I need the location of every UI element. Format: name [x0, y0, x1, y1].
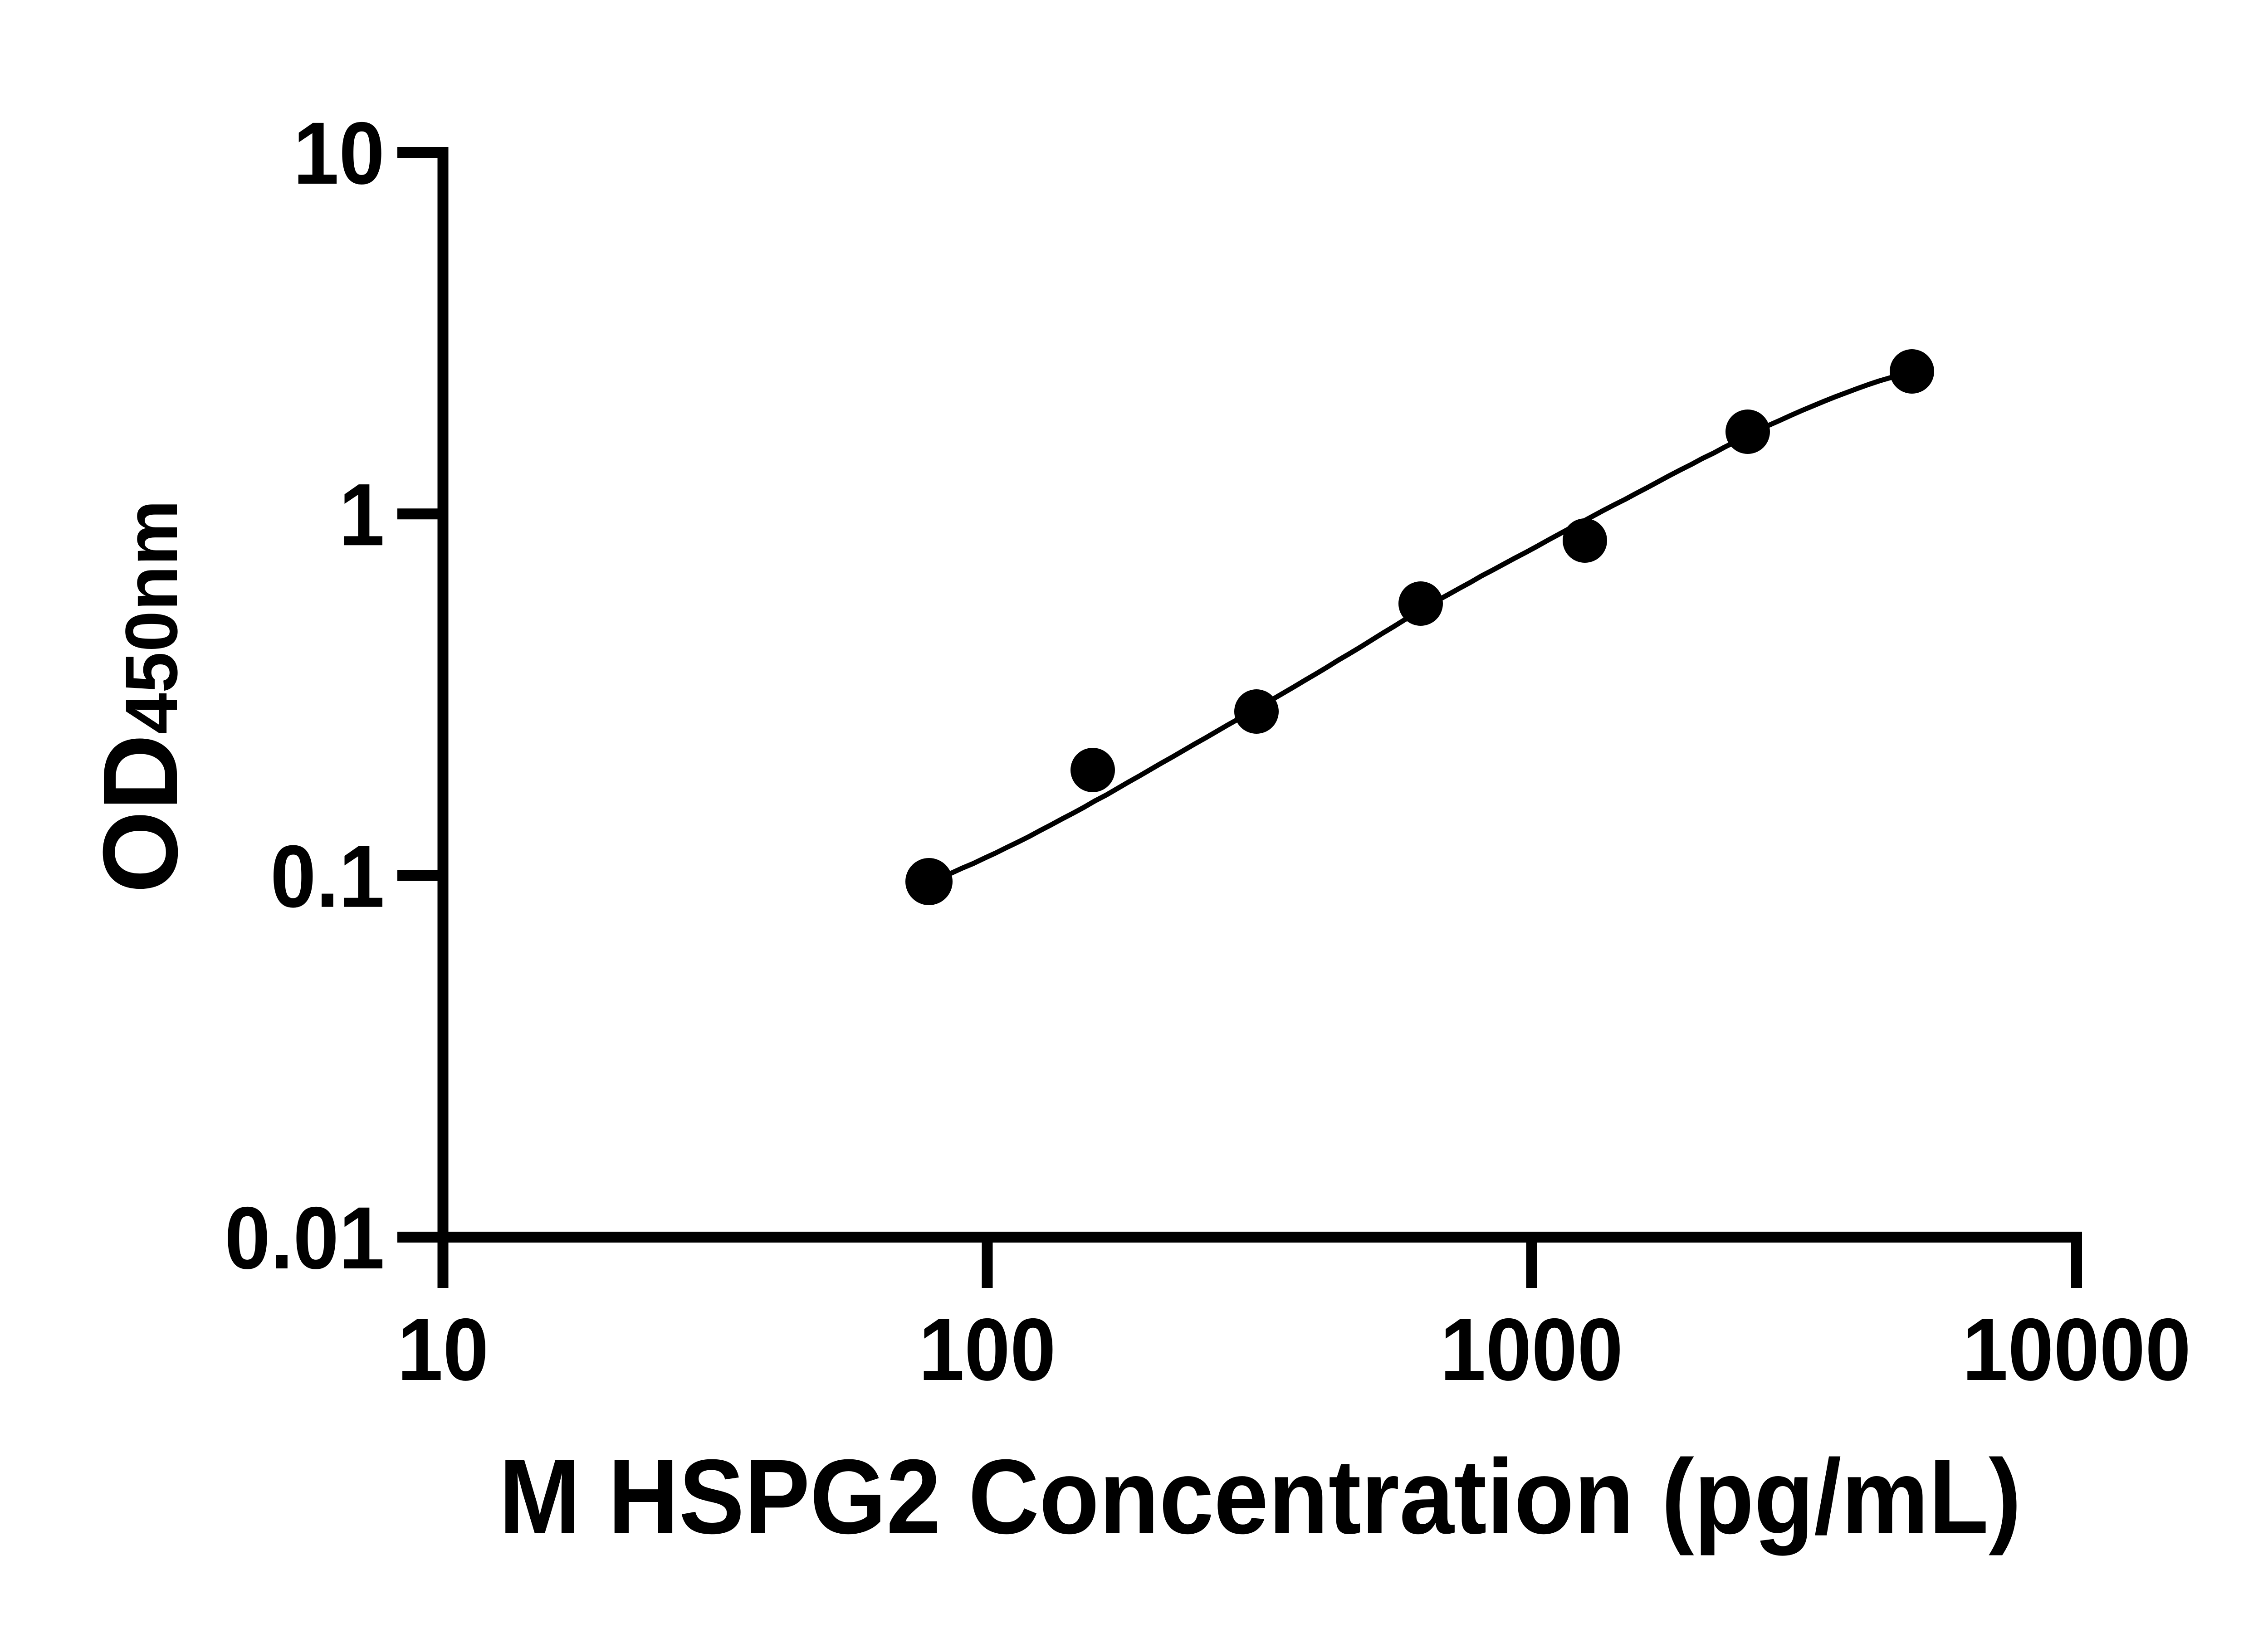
svg-text:0.1: 0.1 [270, 827, 385, 926]
svg-text:10000: 10000 [1962, 1300, 2191, 1399]
svg-text:M HSPG2 Concentration (pg/mL): M HSPG2 Concentration (pg/mL) [499, 1437, 2022, 1556]
svg-text:0.01: 0.01 [225, 1189, 385, 1287]
svg-text:10: 10 [397, 1300, 489, 1399]
svg-text:1: 1 [339, 465, 385, 564]
svg-text:100: 100 [919, 1300, 1056, 1399]
svg-text:OD450nm: OD450nm [81, 500, 200, 893]
svg-text:10: 10 [293, 104, 385, 202]
svg-text:1000: 1000 [1440, 1300, 1623, 1399]
